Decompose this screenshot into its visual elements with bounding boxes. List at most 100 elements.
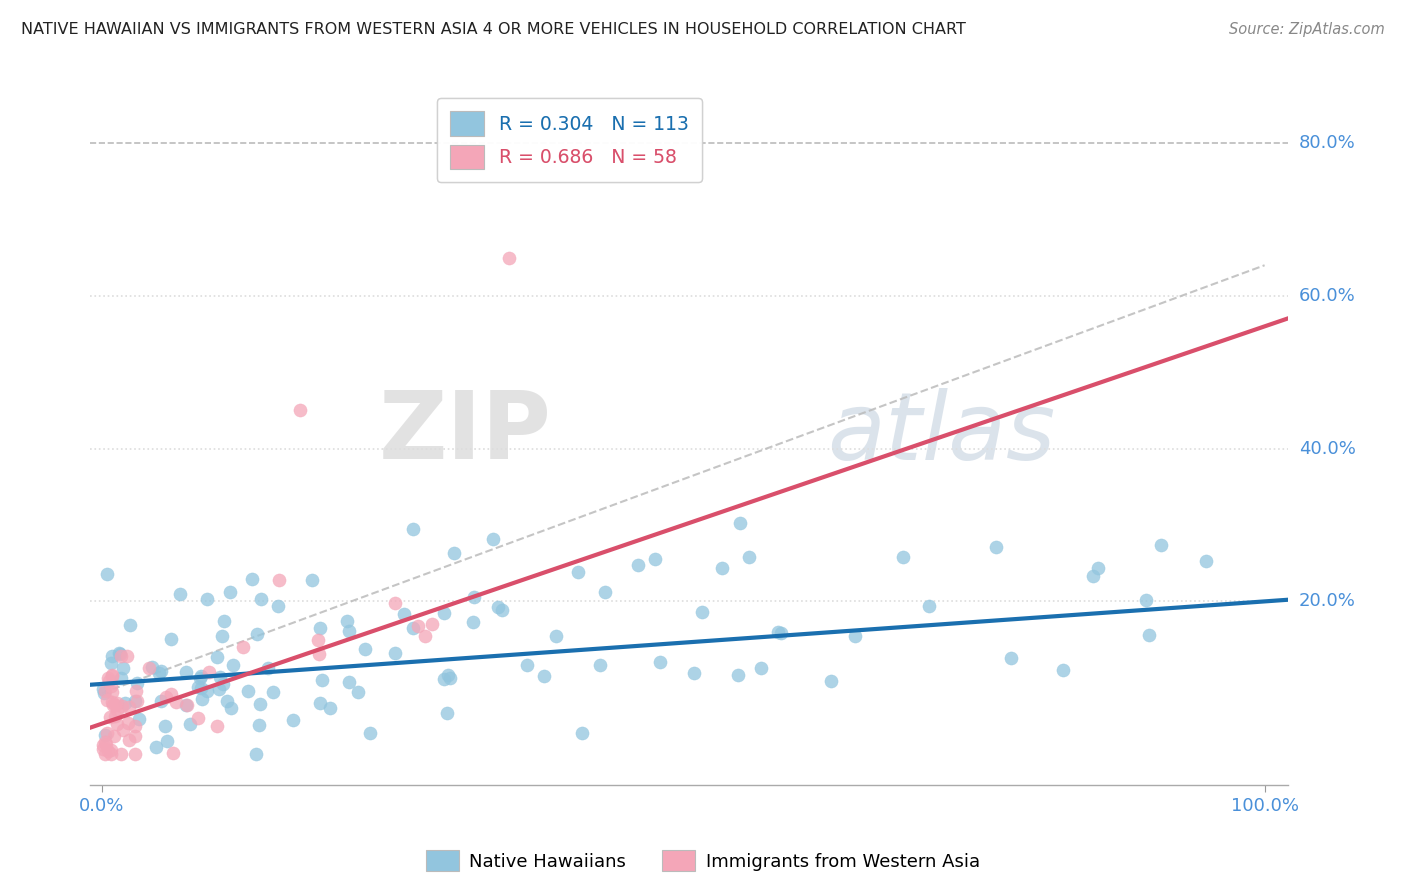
Point	[219, 584, 242, 599]
Point	[104, 698, 127, 712]
Point	[267, 573, 290, 587]
Point	[149, 694, 172, 708]
Point	[820, 673, 842, 688]
Point	[96, 692, 118, 706]
Point	[97, 674, 120, 689]
Point	[1052, 664, 1074, 678]
Point	[91, 741, 114, 756]
Point	[125, 694, 148, 708]
Point	[337, 624, 360, 639]
Point	[118, 733, 141, 747]
Point	[190, 668, 212, 682]
Point	[94, 684, 117, 698]
Point	[401, 621, 423, 635]
Point	[148, 666, 170, 681]
Point	[215, 694, 238, 708]
Point	[311, 673, 333, 687]
Point	[257, 661, 280, 675]
Point	[187, 681, 209, 695]
Point	[93, 735, 115, 749]
Point	[93, 728, 115, 742]
Point	[648, 655, 671, 669]
Point	[110, 747, 132, 762]
Point	[169, 587, 191, 601]
Text: 60.0%: 60.0%	[1299, 287, 1355, 305]
Point	[336, 615, 359, 629]
Point	[463, 590, 485, 604]
Point	[384, 596, 406, 610]
Point	[984, 540, 1007, 554]
Point	[191, 691, 214, 706]
Text: 40.0%: 40.0%	[1299, 440, 1355, 458]
Point	[91, 681, 114, 696]
Text: NATIVE HAWAIIAN VS IMMIGRANTS FROM WESTERN ASIA 4 OR MORE VEHICLES IN HOUSEHOLD : NATIVE HAWAIIAN VS IMMIGRANTS FROM WESTE…	[21, 22, 966, 37]
Point	[198, 665, 221, 679]
Point	[165, 695, 187, 709]
Point	[394, 607, 416, 621]
Point	[516, 658, 538, 673]
Point	[160, 632, 183, 646]
Point	[1195, 554, 1218, 568]
Point	[155, 733, 177, 747]
Point	[110, 647, 132, 661]
Point	[94, 747, 117, 762]
Point	[308, 647, 330, 661]
Point	[727, 667, 749, 681]
Point	[117, 715, 139, 730]
Point	[359, 726, 381, 740]
Point	[918, 599, 941, 613]
Point	[384, 646, 406, 660]
Point	[110, 649, 132, 664]
Point	[105, 703, 128, 717]
Point	[488, 600, 510, 615]
Point	[97, 744, 120, 758]
Point	[138, 661, 160, 675]
Point	[176, 698, 198, 712]
Point	[124, 719, 146, 733]
Point	[893, 549, 915, 564]
Point	[107, 717, 129, 731]
Point	[114, 696, 136, 710]
Point	[101, 698, 124, 713]
Point	[1081, 568, 1104, 582]
Point	[103, 729, 125, 743]
Point	[533, 669, 555, 683]
Point	[593, 584, 616, 599]
Point	[118, 700, 141, 714]
Point	[420, 616, 443, 631]
Point	[567, 566, 589, 580]
Point	[205, 649, 228, 664]
Point	[159, 687, 181, 701]
Point	[101, 685, 124, 699]
Point	[644, 551, 666, 566]
Point	[141, 660, 163, 674]
Point	[354, 642, 377, 657]
Point	[283, 714, 305, 728]
Point	[96, 726, 118, 740]
Point	[162, 746, 184, 760]
Point	[124, 747, 146, 762]
Point	[108, 646, 131, 660]
Point	[222, 658, 245, 673]
Point	[766, 624, 789, 639]
Point	[436, 706, 458, 721]
Text: atlas: atlas	[827, 388, 1054, 479]
Point	[219, 701, 242, 715]
Point	[1150, 538, 1173, 552]
Point	[249, 591, 271, 606]
Point	[436, 668, 458, 682]
Point	[337, 675, 360, 690]
Point	[232, 640, 254, 655]
Point	[498, 251, 520, 265]
Point	[124, 729, 146, 743]
Point	[124, 694, 146, 708]
Point	[1087, 561, 1109, 575]
Point	[402, 522, 425, 536]
Point	[627, 558, 650, 572]
Point	[212, 614, 235, 628]
Point	[236, 683, 259, 698]
Text: ZIP: ZIP	[378, 387, 551, 479]
Point	[571, 726, 593, 740]
Point	[308, 621, 330, 635]
Point	[112, 661, 135, 675]
